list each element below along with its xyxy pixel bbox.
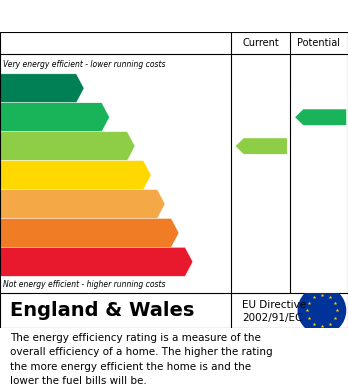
Polygon shape xyxy=(0,190,165,219)
Text: F: F xyxy=(170,226,180,240)
Text: (92-100): (92-100) xyxy=(5,84,41,93)
Text: E: E xyxy=(156,197,166,211)
Polygon shape xyxy=(0,103,110,132)
Polygon shape xyxy=(236,138,287,154)
Text: (55-68): (55-68) xyxy=(5,170,36,179)
Polygon shape xyxy=(0,132,135,161)
Text: Potential: Potential xyxy=(298,38,340,48)
Polygon shape xyxy=(0,219,179,248)
Text: Not energy efficient - higher running costs: Not energy efficient - higher running co… xyxy=(3,280,166,289)
Text: EU Directive: EU Directive xyxy=(242,300,306,310)
Text: (81-91): (81-91) xyxy=(5,113,36,122)
Polygon shape xyxy=(0,161,151,190)
Text: G: G xyxy=(183,255,194,269)
Text: Very energy efficient - lower running costs: Very energy efficient - lower running co… xyxy=(3,59,166,68)
Text: Energy Efficiency Rating: Energy Efficiency Rating xyxy=(10,7,258,25)
Text: (39-54): (39-54) xyxy=(5,199,36,208)
Text: B: B xyxy=(100,110,111,124)
Text: (21-38): (21-38) xyxy=(5,228,36,237)
Polygon shape xyxy=(295,109,346,125)
Text: D: D xyxy=(141,168,153,182)
Text: C: C xyxy=(126,139,136,153)
Ellipse shape xyxy=(298,287,346,334)
Text: 82: 82 xyxy=(313,110,334,125)
Polygon shape xyxy=(0,74,84,103)
Polygon shape xyxy=(0,248,193,276)
Text: A: A xyxy=(74,81,85,95)
Text: Current: Current xyxy=(242,38,279,48)
Text: 2002/91/EC: 2002/91/EC xyxy=(242,313,302,323)
Text: The energy efficiency rating is a measure of the
overall efficiency of a home. T: The energy efficiency rating is a measur… xyxy=(10,333,273,386)
Text: (69-80): (69-80) xyxy=(5,142,36,151)
Text: (1-20): (1-20) xyxy=(5,257,31,266)
Text: 80: 80 xyxy=(253,139,274,154)
Text: England & Wales: England & Wales xyxy=(10,301,195,320)
